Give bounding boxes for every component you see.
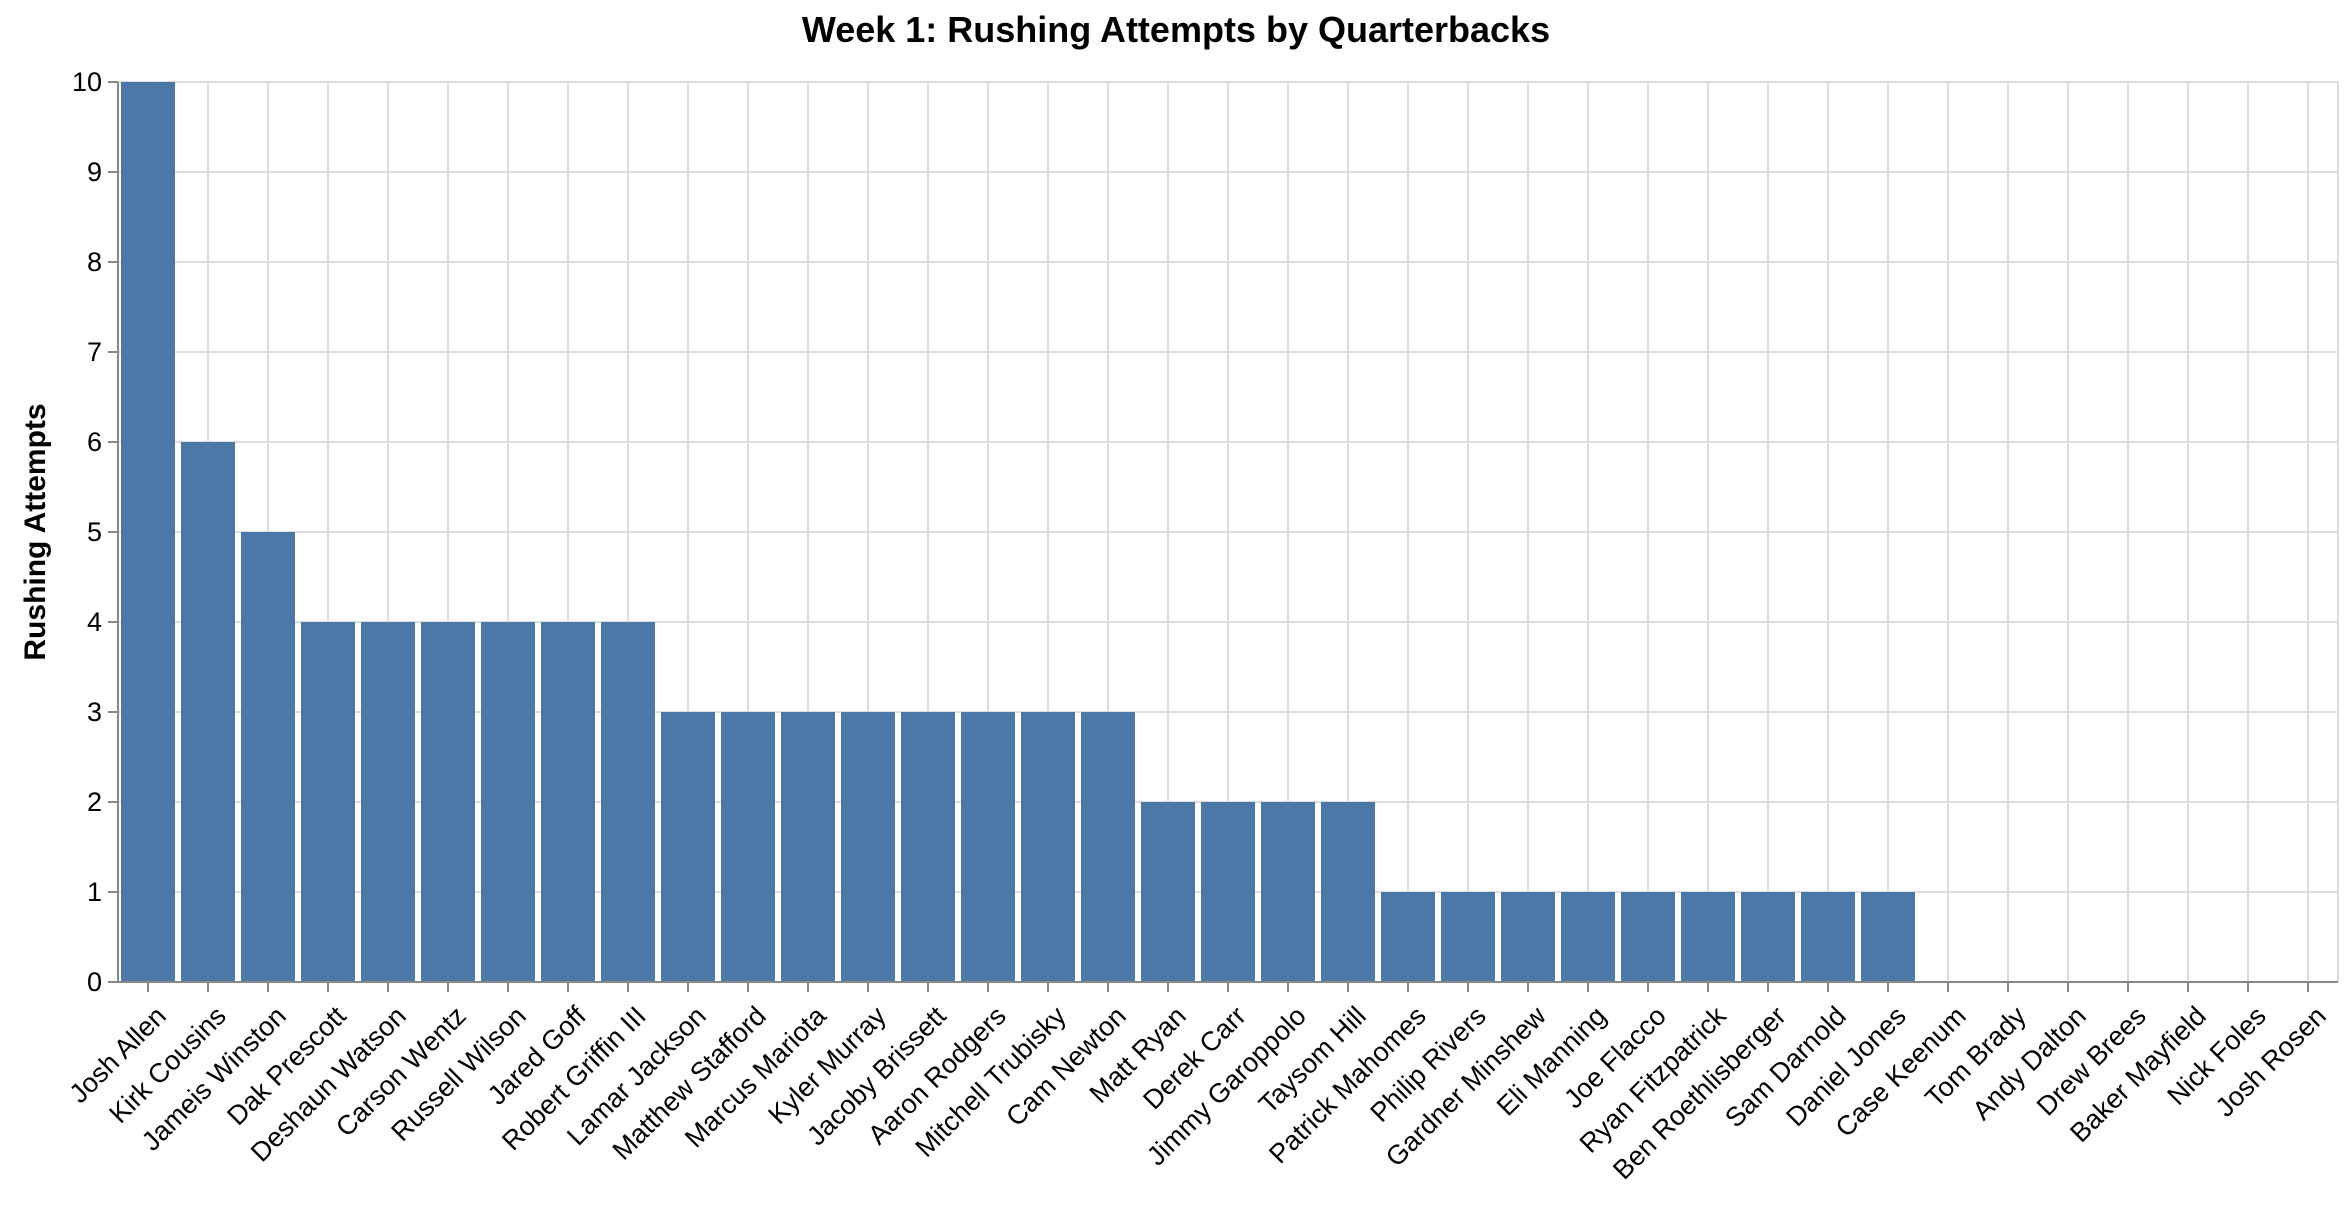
bar-gardner-minshew [1501,892,1555,982]
bar-mitchell-trubisky [1021,712,1075,982]
bar-jacoby-brissett [901,712,955,982]
y-tick-label: 1 [87,877,102,907]
bar-jameis-winston [241,532,295,982]
bar-kirk-cousins [181,442,235,982]
y-tick-label: 3 [87,697,102,727]
chart-title: Week 1: Rushing Attempts by Quarterbacks [802,9,1550,50]
y-tick-label: 9 [87,157,102,187]
bar-matthew-stafford [721,712,775,982]
bar-deshaun-watson [361,622,415,982]
bars [121,82,1915,982]
y-tick-label: 5 [87,517,102,547]
bar-josh-allen [121,82,175,982]
bar-aaron-rodgers [961,712,1015,982]
y-tick-label: 7 [87,337,102,367]
y-tick-label: 10 [72,67,102,97]
bar-jared-goff [541,622,595,982]
bar-robert-griffin-iii [601,622,655,982]
bar-kyler-murray [841,712,895,982]
bar-joe-flacco [1621,892,1675,982]
y-axis-title: Rushing Attempts [19,403,52,660]
y-tick-label: 0 [87,967,102,997]
bar-russell-wilson [481,622,535,982]
bar-dak-prescott [301,622,355,982]
bar-jimmy-garoppolo [1261,802,1315,982]
bar-taysom-hill [1321,802,1375,982]
bar-daniel-jones [1861,892,1915,982]
y-tick-label: 6 [87,427,102,457]
bar-carson-wentz [421,622,475,982]
bar-cam-newton [1081,712,1135,982]
bar-philip-rivers [1441,892,1495,982]
bar-lamar-jackson [661,712,715,982]
bar-marcus-mariota [781,712,835,982]
bar-eli-manning [1561,892,1615,982]
bar-matt-ryan [1141,802,1195,982]
bar-derek-carr [1201,802,1255,982]
bar-sam-darnold [1801,892,1855,982]
bar-patrick-mahomes [1381,892,1435,982]
bar-ben-roethlisberger [1741,892,1795,982]
bar-ryan-fitzpatrick [1681,892,1735,982]
y-tick-label: 8 [87,247,102,277]
y-tick-label: 2 [87,787,102,817]
y-tick-label: 4 [87,607,102,637]
